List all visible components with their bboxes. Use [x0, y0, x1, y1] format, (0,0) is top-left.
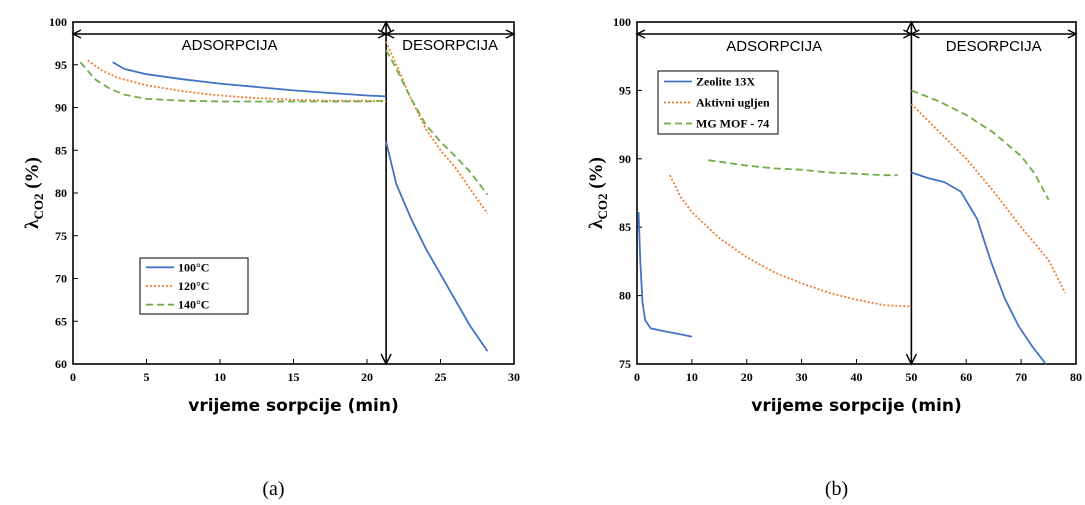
series-line	[911, 171, 1047, 365]
region-arrow-head	[909, 29, 920, 39]
x-tick-label: 20	[741, 370, 753, 384]
series-line	[911, 89, 1050, 201]
y-tick-label: 95	[55, 58, 67, 72]
series-line	[79, 61, 387, 103]
region-arrow-head	[384, 29, 395, 39]
x-axis-label: vrijeme sorpcije (min)	[188, 396, 399, 416]
legend-label: MG MOF - 74	[696, 117, 769, 131]
series-line	[385, 49, 489, 196]
y-tick-label: 100	[49, 15, 67, 29]
x-tick-label: 80	[1070, 370, 1082, 384]
region-label: DESORPCIJA	[946, 38, 1042, 55]
region-arrow-head	[505, 29, 516, 39]
x-tick-label: 15	[288, 370, 300, 384]
x-tick-label: 5	[144, 370, 150, 384]
arrowhead-down	[380, 353, 392, 366]
y-tick-label: 80	[55, 186, 67, 200]
panel-caption: (a)	[262, 478, 284, 500]
region-arrow-head	[71, 29, 82, 39]
x-tick-label: 70	[1015, 370, 1027, 384]
arrowhead-up	[905, 20, 918, 33]
x-tick-label: 0	[634, 370, 640, 384]
y-axis-label: λCO2 (%)	[586, 157, 610, 229]
x-tick-label: 0	[70, 370, 76, 384]
y-tick-label: 90	[55, 101, 67, 115]
region-label: DESORPCIJA	[402, 37, 498, 54]
x-tick-label: 20	[361, 370, 373, 384]
y-tick-label: 70	[55, 272, 67, 286]
x-tick-label: 40	[851, 370, 863, 384]
y-tick-label: 100	[613, 15, 631, 29]
series-line	[87, 59, 387, 103]
y-tick-label: 85	[55, 143, 67, 157]
series-line	[385, 41, 489, 215]
legend-label: 140°C	[178, 298, 209, 312]
legend: Zeolite 13X Aktivni ugljen MG MOF - 74	[657, 70, 779, 135]
chart-panel-b: 75 80 85 90 95 100 0 10 20 30 40 50 60 70 80 ADSORPCIJA…	[586, 15, 1082, 500]
series-line	[112, 61, 387, 98]
x-tick-label: 30	[508, 370, 520, 384]
y-tick-label: 60	[55, 357, 67, 371]
x-tick-label: 10	[686, 370, 698, 384]
x-tick-label: 30	[796, 370, 808, 384]
legend-label: 100°C	[178, 260, 209, 274]
x-tick-label: 10	[214, 370, 226, 384]
y-tick-label: 85	[619, 220, 631, 234]
x-tick-label: 25	[435, 370, 447, 384]
legend: 100°C 120°C 140°C	[139, 257, 249, 315]
series-line	[637, 212, 693, 338]
y-tick-label: 80	[619, 289, 631, 303]
y-tick-label: 90	[619, 152, 631, 166]
series-line	[910, 103, 1066, 294]
y-tick-label: 75	[55, 229, 67, 243]
y-tick-label: 65	[55, 314, 67, 328]
legend-label: Zeolite 13X	[696, 75, 755, 89]
chart-panel-a: 60 65 70 75 80 85 90 95 100 0 5 10 15 20 25 30 ADSORPCIJ…	[22, 15, 520, 500]
series-line	[708, 159, 898, 177]
region-arrow-head	[1067, 29, 1078, 39]
y-axis-label: λCO2 (%)	[22, 157, 46, 229]
legend-label: Aktivni ugljen	[696, 96, 770, 110]
legend-label: 120°C	[178, 279, 209, 293]
series-line	[385, 141, 489, 352]
panel-caption: (b)	[825, 478, 848, 500]
x-axis-label: vrijeme sorpcije (min)	[751, 396, 962, 416]
arrowhead-down	[905, 353, 918, 366]
region-arrow-head	[635, 29, 646, 39]
y-tick-label: 75	[619, 357, 631, 371]
region-label: ADSORPCIJA	[182, 37, 278, 54]
y-tick-label: 95	[619, 83, 631, 97]
region-label: ADSORPCIJA	[726, 38, 822, 55]
x-tick-label: 50	[905, 370, 917, 384]
arrowhead-up	[380, 20, 392, 33]
x-tick-label: 60	[960, 370, 972, 384]
series-line	[669, 174, 912, 308]
